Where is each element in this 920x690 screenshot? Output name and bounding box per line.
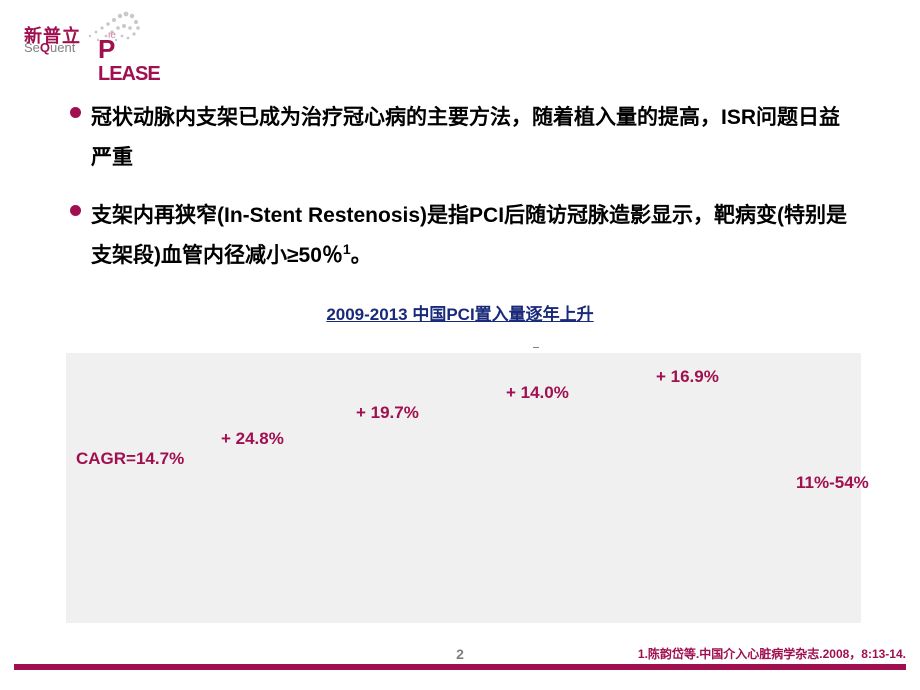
chart-growth-label: + 14.0% [506,383,569,403]
bullet-text: 支架内再狭窄(In-Stent Restenosis)是指PCI后随访冠脉造影显… [91,196,860,276]
footer-citation: 1.陈韵岱等.中国介入心脏病学杂志.2008，8:13-14. [638,645,906,662]
chart-cagr-label: CAGR=14.7% [76,449,196,469]
chart-range-label: 11%-54% [796,473,866,493]
chart-axis-tick [533,347,539,348]
bullet-list: 冠状动脉内支架已成为治疗冠心病的主要方法，随着植入量的提高，ISR问题日益严重 … [70,98,860,294]
bullet-marker-icon [70,107,81,118]
chart-area: CAGR=14.7% + 24.8% + 19.7% + 14.0% + 16.… [66,353,861,623]
logo-sequent-text: SeQuent [24,40,75,55]
bullet-marker-icon [70,205,81,216]
bullet-text: 冠状动脉内支架已成为治疗冠心病的主要方法，随着植入量的提高，ISR问题日益严重 [91,98,860,178]
chart-growth-label: + 24.8% [221,429,284,449]
brand-logo: 新普立 SeQuent PreLEASE [14,8,159,60]
logo-please-text: PreLEASE [98,32,160,86]
footer-accent-bar [14,664,906,670]
bullet-item: 冠状动脉内支架已成为治疗冠心病的主要方法，随着植入量的提高，ISR问题日益严重 [70,98,860,178]
chart-growth-label: + 16.9% [656,367,719,387]
chart-title: 2009-2013 中国PCI置入量逐年上升 [0,300,920,325]
bullet-item: 支架内再狭窄(In-Stent Restenosis)是指PCI后随访冠脉造影显… [70,196,860,276]
chart-growth-label: + 19.7% [356,403,419,423]
